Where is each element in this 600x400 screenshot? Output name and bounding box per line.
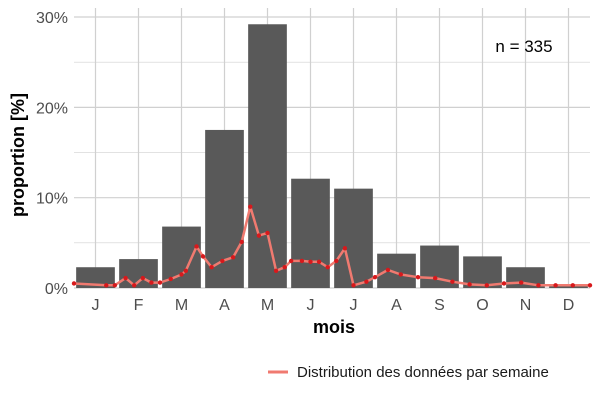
bar-11 (549, 285, 588, 288)
weekly-point (334, 258, 339, 264)
sample-size-annotation: n = 335 (495, 37, 552, 56)
weekly-point (351, 283, 356, 288)
x-tick-label: J (92, 297, 100, 314)
weekly-point (179, 272, 184, 277)
weekly-point (372, 274, 378, 280)
y-tick-label: 20% (36, 100, 68, 117)
bar-6 (334, 188, 373, 288)
x-tick-label: J (350, 297, 358, 314)
weekly-point (132, 283, 137, 288)
weekly-series (71, 204, 593, 288)
weekly-point (325, 265, 330, 270)
bar-4 (248, 24, 287, 289)
weekly-point (239, 239, 244, 245)
weekly-point (553, 283, 558, 288)
legend-label: Distribution des données par semaine (297, 364, 549, 381)
weekly-point (536, 283, 541, 288)
x-axis-title: mois (313, 317, 355, 337)
x-tick-label: D (563, 297, 575, 314)
weekly-point (570, 283, 575, 288)
bar-0 (76, 267, 115, 288)
weekly-point (299, 258, 305, 264)
bar-5 (291, 178, 330, 288)
weekly-point (288, 258, 294, 264)
weekly-point (209, 265, 214, 270)
x-tick-label: F (134, 297, 144, 314)
weekly-point (256, 233, 262, 238)
weekly-point (316, 259, 322, 265)
weekly-point (467, 282, 472, 287)
weekly-point (157, 280, 163, 285)
weekly-point (587, 283, 593, 288)
weekly-point (398, 272, 403, 277)
bar-7 (377, 253, 416, 288)
weekly-point (519, 280, 524, 285)
x-tick-label: M (261, 297, 274, 314)
y-tick-label: 30% (36, 10, 68, 27)
weekly-point (123, 275, 128, 281)
weekly-point (273, 268, 279, 274)
weekly-point (484, 283, 489, 288)
weekly-point (248, 204, 253, 209)
y-tick-label: 10% (36, 191, 68, 208)
weekly-point (450, 279, 455, 284)
weekly-point (364, 279, 369, 284)
weekly-point (149, 280, 154, 285)
weekly-point (433, 275, 438, 281)
y-tick-label: 0% (45, 281, 68, 298)
bars (76, 24, 588, 289)
bar-3 (205, 129, 244, 288)
weekly-point (194, 244, 199, 249)
weekly-point (168, 276, 173, 282)
x-tick-label: N (520, 297, 532, 314)
weekly-point (415, 274, 421, 280)
weekly-point (501, 281, 507, 286)
weekly-point (308, 259, 313, 265)
x-tick-label: A (219, 297, 230, 314)
weekly-point (385, 267, 391, 273)
weekly-point (183, 268, 188, 274)
x-tick-label: M (175, 297, 188, 314)
x-tick-label: A (391, 297, 402, 314)
legend: Distribution des données par semaine (268, 364, 549, 381)
weekly-point (200, 254, 206, 259)
y-axis-title: proportion [%] (8, 93, 28, 217)
weekly-point (342, 246, 348, 251)
bar-2 (162, 226, 201, 288)
weekly-point (265, 230, 270, 236)
weekly-point (71, 281, 77, 286)
weekly-point (282, 265, 287, 270)
weekly-point (230, 255, 236, 260)
x-tick-label: J (307, 297, 315, 314)
x-tick-label: S (434, 297, 445, 314)
x-tick-label: O (476, 297, 488, 314)
weekly-point (220, 258, 225, 264)
weekly-point (104, 283, 109, 288)
y-tick-labels: 0% 10% 20% 30% (36, 10, 68, 298)
weekly-point (112, 283, 118, 288)
weekly-point (140, 275, 145, 281)
